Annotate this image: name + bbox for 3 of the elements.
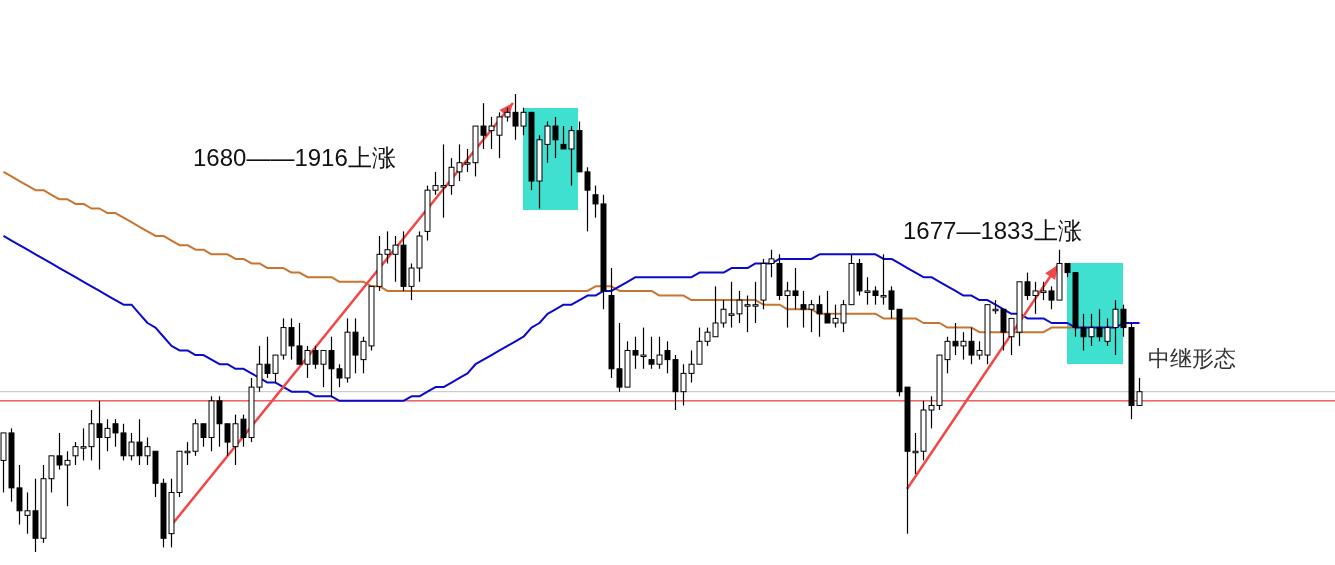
annotation: 中继形态 [1148,346,1236,371]
annotation: 1680——1916上涨 [193,144,396,171]
annotation: 1677—1833上涨 [903,217,1082,244]
